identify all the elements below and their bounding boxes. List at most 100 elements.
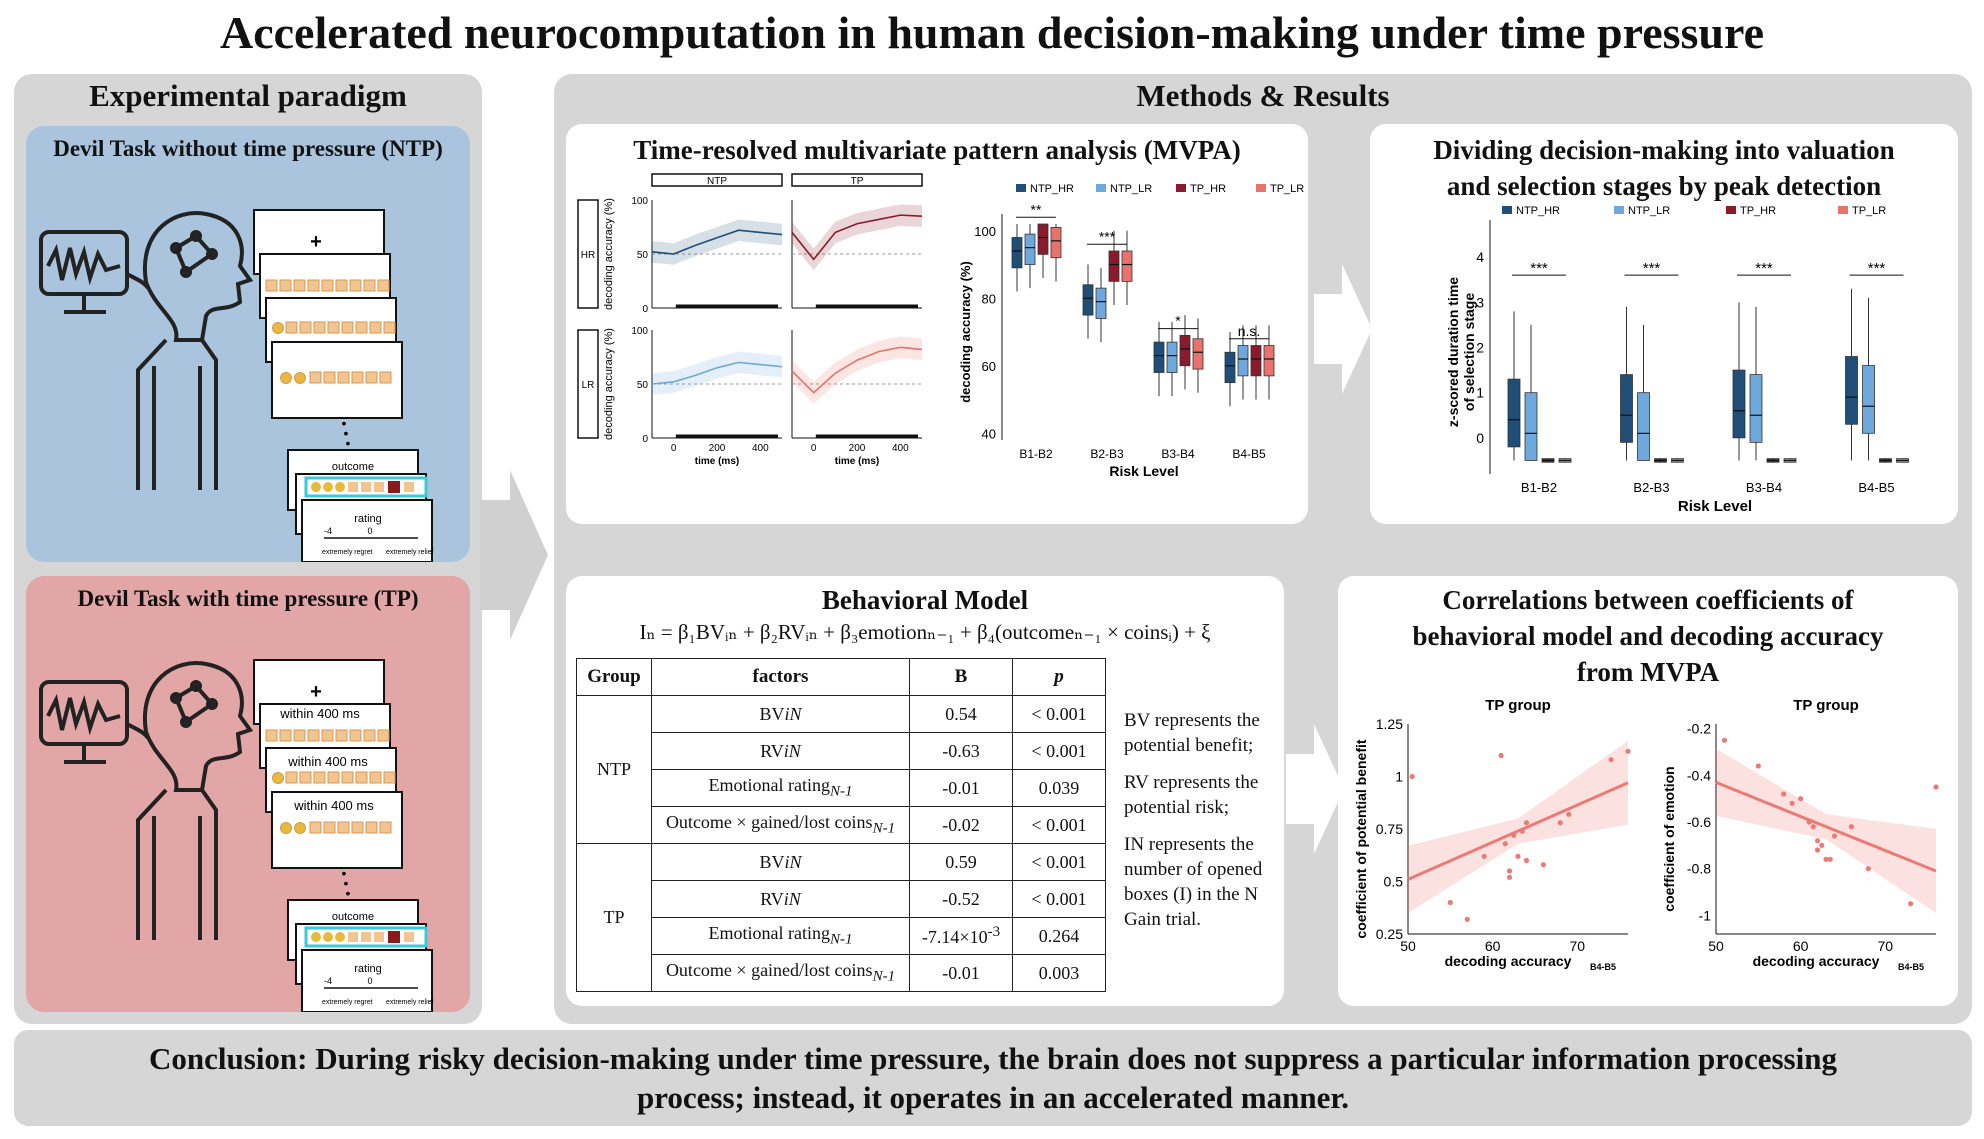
behavioral-card: Behavioral Model Iₙ = β₁BVᵢₙ + β₂RVᵢₙ + … xyxy=(566,576,1284,1006)
table-row: Outcome × gained/lost coinsN-1 -0.02 < 0.0… xyxy=(577,806,1106,844)
svg-text:extremely relief: extremely relief xyxy=(386,549,434,556)
peak-box-body xyxy=(1637,392,1650,461)
scatter-title: TP group xyxy=(1793,697,1859,714)
mvpa-ytick: 0 xyxy=(642,304,648,315)
b-cell: -0.02 xyxy=(909,806,1013,844)
scatter-xtick: 50 xyxy=(1708,938,1724,954)
scatter-ytick: -0.6 xyxy=(1687,814,1711,830)
box-xtick: B3-B4 xyxy=(1161,447,1195,461)
scatter-ytick: 0.75 xyxy=(1376,821,1403,837)
mvpa-ylabel: decoding accuracy (%) xyxy=(603,198,615,310)
scatter-ytick: -1 xyxy=(1699,907,1712,923)
svg-text:extremely regret: extremely regret xyxy=(322,549,373,556)
peak-box-body xyxy=(1620,374,1633,443)
peak-ytick: 2 xyxy=(1476,339,1484,355)
scatter-ci-band xyxy=(1716,748,1936,913)
scatter-point xyxy=(1502,841,1508,847)
svg-text:•: • xyxy=(344,875,349,891)
scatter-point xyxy=(1755,763,1761,769)
box-ytick: 40 xyxy=(982,426,996,441)
scatter-xlabel: decoding accuracy xyxy=(1753,953,1880,969)
box-xtick: B4-B5 xyxy=(1232,447,1266,461)
p-cell: 0.264 xyxy=(1012,917,1106,955)
box-sig-label: *** xyxy=(1099,228,1116,244)
box-legend-label: TP_LR xyxy=(1270,183,1304,195)
flow-arrow-paradigm xyxy=(480,470,548,640)
ntp-task-title: Devil Task without time pressure (NTP) xyxy=(53,136,443,161)
note-line: RV represents the xyxy=(1124,772,1259,793)
mvpa-title: Time-resolved multivariate pattern analy… xyxy=(633,135,1241,165)
mvpa-col-header-box xyxy=(651,173,783,187)
mvpa-row-header-box xyxy=(577,329,599,439)
peak-box-body xyxy=(1507,378,1521,448)
note-line: potential risk; xyxy=(1124,797,1230,818)
flow-arrow-mvpa xyxy=(1314,264,1372,394)
scatter-title: TP group xyxy=(1485,697,1551,714)
correlation-title-3: from MVPA xyxy=(1576,657,1720,687)
peak-sig-label: *** xyxy=(1530,260,1548,277)
scatter-ytick: -0.2 xyxy=(1687,721,1711,737)
svg-text:+: + xyxy=(310,681,322,703)
peak-xtick: B1-B2 xyxy=(1521,480,1557,495)
svg-text:within 400 ms: within 400 ms xyxy=(293,798,374,813)
scatter-point xyxy=(1464,916,1470,922)
peak-title-1: Dividing decision-making into valuation xyxy=(1433,135,1895,165)
box-sig-label: ** xyxy=(1031,201,1042,217)
note-line: Gain trial. xyxy=(1124,909,1202,930)
header-group: Group xyxy=(576,658,652,696)
mvpa-xtick: 0 xyxy=(811,443,817,454)
peak-box-body xyxy=(1524,392,1538,461)
scatter-xtick: 60 xyxy=(1793,938,1809,954)
box-body xyxy=(1263,345,1275,377)
p-cell: 0.003 xyxy=(1012,954,1106,992)
table-row: Emotional ratingN-1 -0.01 0.039 xyxy=(577,769,1106,807)
scatter-point xyxy=(1831,833,1838,839)
p-cell: < 0.001 xyxy=(1012,880,1106,918)
stimulus-cards xyxy=(253,209,433,562)
correlation-title-1: Correlations between coefficients of xyxy=(1442,585,1854,615)
box-legend-swatch xyxy=(1256,184,1266,192)
scatter-xtick: 70 xyxy=(1569,938,1585,954)
scatter-point xyxy=(1481,853,1487,859)
box-body xyxy=(1050,226,1062,259)
mvpa-xtick: 0 xyxy=(671,443,677,454)
mvpa-xlabel: time (ms) xyxy=(695,456,739,467)
table-row: RViN -0.63 < 0.001 xyxy=(577,732,1106,770)
group-cell: NTP xyxy=(576,695,652,844)
peak-xtick: B2-B3 xyxy=(1633,480,1669,495)
peak-legend-label: TP_HR xyxy=(1740,206,1776,217)
peak-box-body xyxy=(1845,356,1858,425)
box-legend-label: NTP_LR xyxy=(1110,183,1152,195)
peak-legend-swatch xyxy=(1502,206,1512,214)
mvpa-ytick: 0 xyxy=(642,434,648,445)
mvpa-ytick: 50 xyxy=(637,250,649,261)
scatter-point xyxy=(1933,784,1939,790)
flow-arrow-behavioral xyxy=(1286,724,1344,854)
note-line: boxes (I) in the N xyxy=(1124,884,1259,905)
scatter-ylabel: coefficient of emotion xyxy=(1661,766,1677,911)
scatter-point xyxy=(1814,847,1821,853)
box-body xyxy=(1011,237,1023,269)
peak-sig-label: *** xyxy=(1868,260,1886,277)
box-xlabel: Risk Level xyxy=(1109,463,1178,479)
b-cell: -7.14×10-3 xyxy=(909,917,1013,955)
scatter-point xyxy=(1540,862,1546,868)
box-ytick: 100 xyxy=(974,224,996,239)
tp-task-title: Devil Task with time pressure (TP) xyxy=(77,586,419,611)
scatter-point xyxy=(1506,868,1513,874)
table-row: TP BViN 0.59 < 0.001 xyxy=(576,843,1106,992)
box-body xyxy=(1237,345,1249,377)
svg-text:•: • xyxy=(344,425,349,441)
table-row: RViN -0.52 < 0.001 xyxy=(577,880,1106,918)
note-line: number of opened xyxy=(1124,859,1263,880)
mvpa-ytick: 100 xyxy=(631,196,648,207)
box-legend-swatch xyxy=(1016,184,1026,192)
box-sig-label: n.s. xyxy=(1238,323,1261,339)
peak-sig-label: *** xyxy=(1643,260,1661,277)
correlation-title-2: behavioral model and decoding accuracy xyxy=(1412,621,1884,651)
tp-paradigm-illustration: + within 400 ms within 400 ms within 400… xyxy=(39,659,434,1012)
monitor-icon xyxy=(39,680,129,764)
mvpa-xtick: 400 xyxy=(892,443,909,454)
mvpa-ci-band xyxy=(652,351,782,395)
scatter-point xyxy=(1498,752,1504,759)
